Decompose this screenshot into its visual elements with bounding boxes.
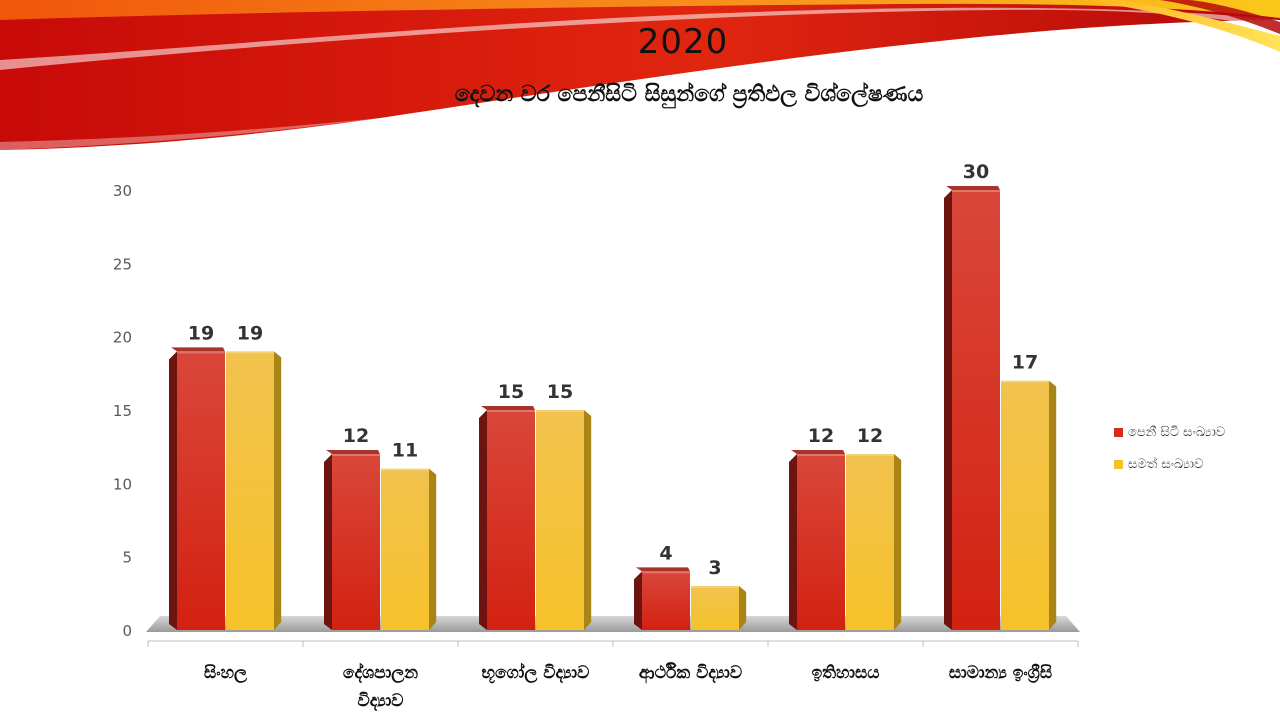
x-category-label: ආර්ථික විද්‍යාව — [639, 662, 742, 684]
x-category-label: දේශපාලන — [343, 662, 418, 684]
chart-subtitle: දෙවන වර පෙනීසිටි සිසුන්ගේ ප්‍රතිඵල විශ්ල… — [454, 82, 924, 107]
data-label: 11 — [392, 440, 418, 462]
y-tick-label: 15 — [113, 402, 132, 420]
legend-item-series-1: පෙනී සිටි සංඛ්‍යාව — [1114, 422, 1225, 442]
y-tick-label: 30 — [113, 182, 132, 200]
decorative-swoosh-banner — [0, 0, 1280, 150]
legend-swatch-yellow — [1114, 459, 1123, 469]
x-category-label: විද්‍යාව — [357, 691, 403, 712]
bar-series-2-2 — [381, 468, 437, 630]
bar-series-1-1 — [169, 347, 225, 630]
x-category-label: සාමාන්‍ය ඉංග්‍රීසි — [949, 663, 1052, 684]
legend-swatch-red — [1114, 427, 1123, 437]
chart-legend: පෙනී සිටි සංඛ්‍යාව සමත් සංඛ්‍යාව — [1114, 422, 1225, 486]
data-label: 12 — [857, 425, 883, 447]
chart-floor — [146, 616, 1080, 632]
data-label: 12 — [343, 425, 369, 447]
bar-series-1-3 — [479, 406, 535, 630]
y-tick-label: 0 — [122, 622, 132, 640]
data-label: 17 — [1012, 352, 1038, 374]
legend-label-series-2: සමත් සංඛ්‍යාව — [1128, 456, 1204, 472]
bar-series-2-3 — [536, 410, 592, 630]
x-category-label: ඉතිහාසය — [812, 663, 880, 683]
data-label: 30 — [963, 161, 989, 183]
data-label: 19 — [188, 322, 214, 344]
y-tick-label: 20 — [113, 329, 132, 347]
y-tick-label: 25 — [113, 255, 132, 273]
data-label: 4 — [659, 542, 672, 564]
y-tick-label: 5 — [122, 549, 132, 567]
bar-series-1-6 — [944, 186, 1000, 630]
data-label: 15 — [547, 381, 573, 403]
bar-series-1-4 — [634, 567, 690, 630]
bar-series-2-6 — [1001, 380, 1057, 630]
data-label: 15 — [498, 381, 524, 403]
legend-label-series-1: පෙනී සිටි සංඛ්‍යාව — [1128, 424, 1226, 440]
bar-series-1-2 — [324, 450, 380, 630]
data-label: 12 — [808, 425, 834, 447]
y-tick-label: 10 — [113, 475, 132, 493]
bar-series-2-5 — [846, 454, 902, 630]
chart-title: 2020 — [637, 22, 729, 62]
bar-series-2-1 — [226, 351, 282, 630]
data-label: 3 — [708, 557, 721, 579]
data-label: 19 — [237, 322, 263, 344]
bar-series-2-4 — [691, 586, 747, 630]
bar-series-1-5 — [789, 450, 845, 630]
legend-item-series-2: සමත් සංඛ්‍යාව — [1114, 454, 1225, 474]
x-category-label: භූගෝල විද්‍යාව — [482, 662, 590, 684]
x-category-label: සිංහල — [204, 663, 247, 684]
